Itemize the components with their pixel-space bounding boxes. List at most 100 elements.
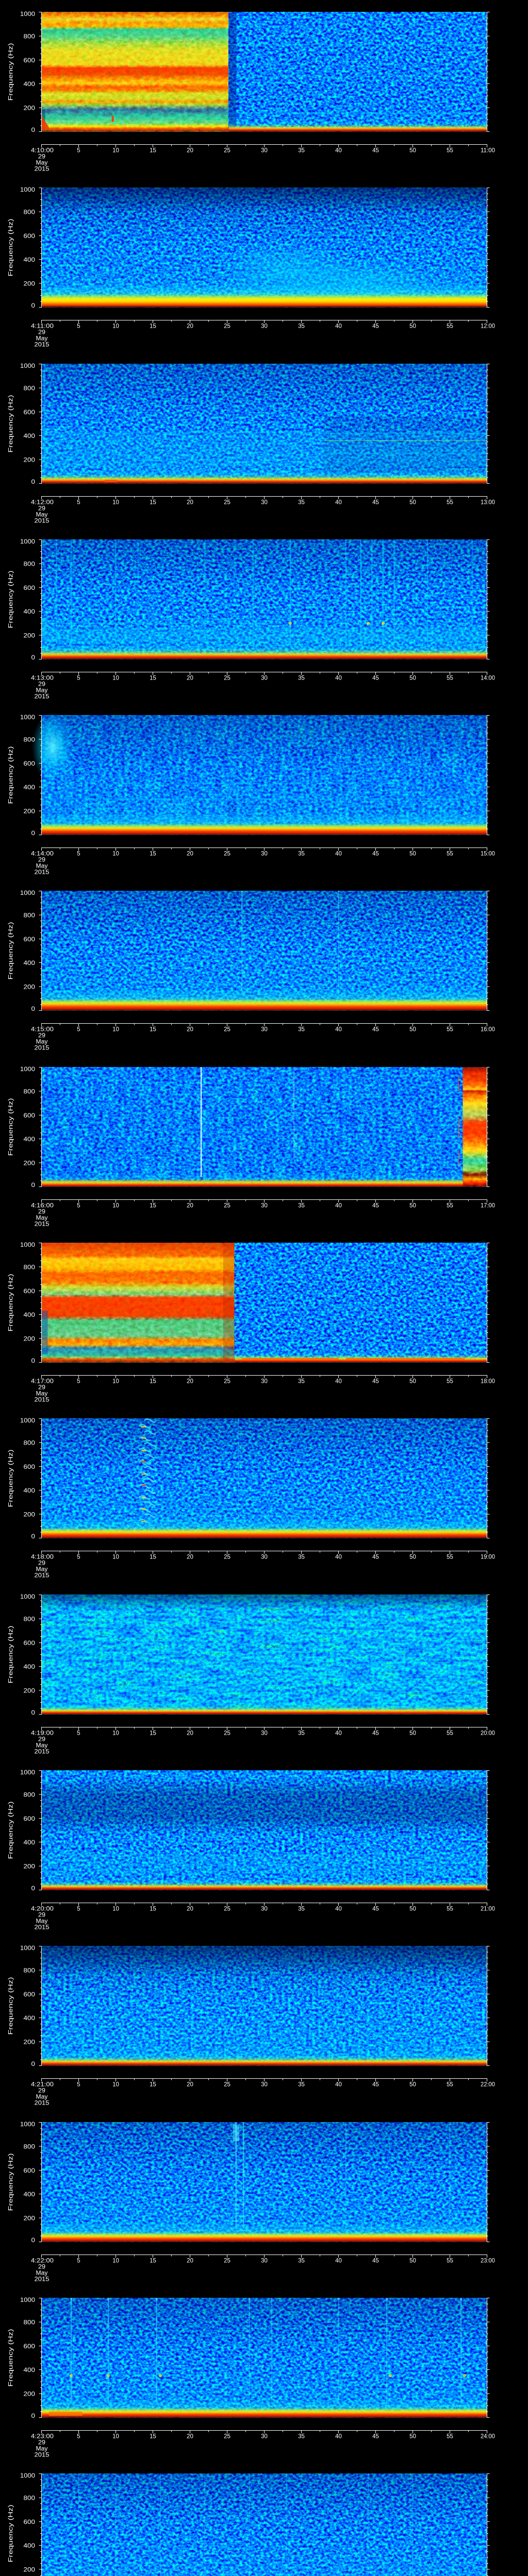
svg-text:45: 45 <box>372 1203 379 1209</box>
svg-text:15: 15 <box>150 2434 156 2440</box>
svg-text:25: 25 <box>224 851 230 857</box>
svg-text:35: 35 <box>298 2258 305 2264</box>
svg-text:15: 15 <box>150 1731 156 1737</box>
svg-text:29: 29 <box>38 1912 45 1919</box>
svg-text:10: 10 <box>112 2082 119 2088</box>
svg-text:25: 25 <box>224 1554 230 1561</box>
svg-text:800: 800 <box>24 33 36 40</box>
svg-text:5: 5 <box>77 1731 80 1737</box>
svg-text:4:10:00: 4:10:00 <box>31 148 54 154</box>
svg-text:29: 29 <box>38 682 45 688</box>
svg-text:0: 0 <box>31 831 36 837</box>
svg-text:20: 20 <box>187 1027 193 1033</box>
svg-text:1000: 1000 <box>20 2297 35 2303</box>
svg-text:45: 45 <box>372 851 379 857</box>
svg-text:10: 10 <box>112 1731 119 1737</box>
svg-text:5: 5 <box>77 324 80 330</box>
svg-text:200: 200 <box>24 1336 36 1343</box>
svg-text:35: 35 <box>298 148 305 154</box>
svg-text:25: 25 <box>224 500 230 506</box>
svg-text:30: 30 <box>261 2434 268 2440</box>
svg-text:400: 400 <box>24 2192 36 2198</box>
svg-text:1000: 1000 <box>20 1418 35 1424</box>
svg-text:30: 30 <box>261 324 268 330</box>
svg-text:45: 45 <box>372 1906 379 1912</box>
svg-text:5: 5 <box>77 675 80 682</box>
svg-text:15: 15 <box>150 851 156 857</box>
svg-text:50: 50 <box>409 1379 416 1385</box>
svg-text:400: 400 <box>24 1137 36 1143</box>
svg-text:Frequency (Hz): Frequency (Hz) <box>8 922 14 979</box>
svg-text:4:12:00: 4:12:00 <box>31 500 54 506</box>
svg-text:1000: 1000 <box>20 1594 35 1600</box>
svg-text:40: 40 <box>335 148 342 154</box>
svg-text:20: 20 <box>187 1731 193 1737</box>
svg-text:15: 15 <box>150 148 156 154</box>
svg-text:55: 55 <box>447 1379 453 1385</box>
svg-text:10: 10 <box>112 148 119 154</box>
svg-text:20: 20 <box>187 2082 193 2088</box>
svg-text:800: 800 <box>24 209 36 215</box>
svg-text:4:21:00: 4:21:00 <box>31 2082 54 2088</box>
svg-text:35: 35 <box>298 1554 305 1561</box>
svg-text:600: 600 <box>24 58 36 64</box>
svg-text:1000: 1000 <box>20 890 35 896</box>
svg-text:2015: 2015 <box>35 2452 50 2459</box>
svg-text:200: 200 <box>24 281 36 287</box>
svg-text:0: 0 <box>31 2061 36 2067</box>
svg-text:15: 15 <box>150 500 156 506</box>
svg-text:0: 0 <box>31 1886 36 1892</box>
svg-text:40: 40 <box>335 500 342 506</box>
svg-text:30: 30 <box>261 148 268 154</box>
svg-text:2015: 2015 <box>35 1222 50 1228</box>
svg-text:30: 30 <box>261 1554 268 1561</box>
svg-text:4:20:00: 4:20:00 <box>31 1906 54 1912</box>
svg-text:40: 40 <box>335 675 342 682</box>
svg-text:10: 10 <box>112 851 119 857</box>
svg-text:10: 10 <box>112 1906 119 1912</box>
svg-text:10: 10 <box>112 2258 119 2264</box>
svg-text:20: 20 <box>187 148 193 154</box>
svg-text:600: 600 <box>24 585 36 591</box>
svg-text:20: 20 <box>187 1203 193 1209</box>
svg-text:Frequency (Hz): Frequency (Hz) <box>8 1274 14 1331</box>
svg-text:400: 400 <box>24 785 36 791</box>
svg-text:5: 5 <box>77 1554 80 1561</box>
svg-text:29: 29 <box>38 857 45 863</box>
svg-text:0: 0 <box>31 1534 36 1540</box>
svg-text:May: May <box>36 2446 48 2452</box>
svg-text:40: 40 <box>335 2258 342 2264</box>
svg-text:40: 40 <box>335 1379 342 1385</box>
svg-text:50: 50 <box>409 851 416 857</box>
svg-text:25: 25 <box>224 1027 230 1033</box>
svg-text:35: 35 <box>298 851 305 857</box>
svg-text:1000: 1000 <box>20 1242 35 1248</box>
svg-text:50: 50 <box>409 675 416 682</box>
svg-text:5: 5 <box>77 500 80 506</box>
svg-text:May: May <box>36 1215 48 1222</box>
svg-text:5: 5 <box>77 2434 80 2440</box>
svg-text:13:00: 13:00 <box>481 500 495 506</box>
svg-text:50: 50 <box>409 2258 416 2264</box>
svg-text:29: 29 <box>38 1561 45 1567</box>
svg-text:50: 50 <box>409 1906 416 1912</box>
svg-text:29: 29 <box>38 330 45 336</box>
svg-text:5: 5 <box>77 1027 80 1033</box>
svg-text:55: 55 <box>447 2082 453 2088</box>
svg-text:800: 800 <box>24 561 36 567</box>
svg-text:800: 800 <box>24 385 36 392</box>
svg-text:50: 50 <box>409 324 416 330</box>
svg-text:800: 800 <box>24 2495 36 2501</box>
svg-text:16:00: 16:00 <box>481 1027 495 1033</box>
svg-text:0: 0 <box>31 1182 36 1189</box>
svg-text:800: 800 <box>24 2144 36 2150</box>
svg-text:400: 400 <box>24 81 36 88</box>
svg-text:30: 30 <box>261 500 268 506</box>
svg-text:25: 25 <box>224 1731 230 1737</box>
svg-text:4:22:00: 4:22:00 <box>31 2258 54 2264</box>
svg-text:23:00: 23:00 <box>481 2258 495 2264</box>
svg-text:2015: 2015 <box>35 518 50 524</box>
svg-text:200: 200 <box>24 1512 36 1518</box>
svg-text:55: 55 <box>447 675 453 682</box>
svg-text:Frequency (Hz): Frequency (Hz) <box>8 2504 14 2562</box>
